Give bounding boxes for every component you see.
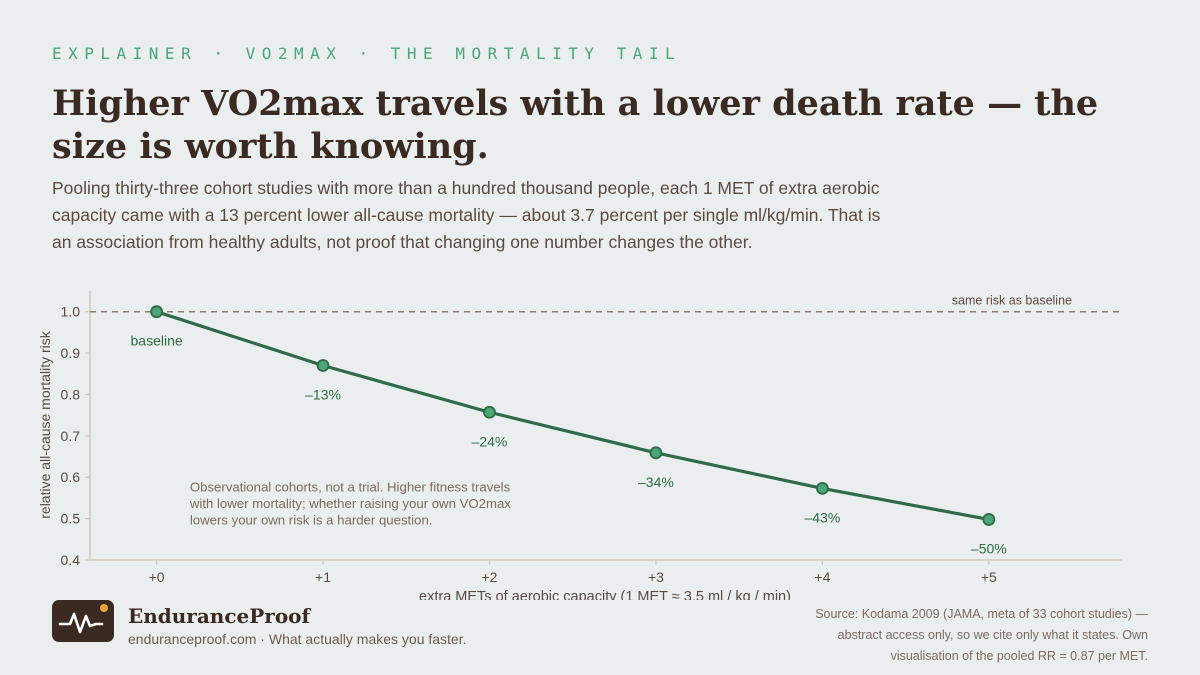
y-tick-label: 0.8 bbox=[61, 386, 81, 402]
headline: Higher VO2max travels with a lower death… bbox=[52, 83, 1099, 167]
data-point-label: –34% bbox=[638, 474, 674, 490]
brand-name: EnduranceProof bbox=[128, 604, 311, 628]
x-tick-label: +0 bbox=[149, 569, 165, 585]
data-point bbox=[815, 482, 829, 495]
data-point bbox=[150, 305, 163, 319]
y-tick-label: 0.5 bbox=[61, 511, 81, 527]
chart-annotation-line: Observational cohorts, not a trial. High… bbox=[190, 480, 511, 495]
x-tick-label: +5 bbox=[981, 569, 997, 585]
x-tick-label: +2 bbox=[481, 569, 497, 585]
data-point-label: baseline bbox=[131, 333, 183, 349]
y-tick-label: 0.4 bbox=[61, 552, 81, 568]
lede-paragraph: Pooling thirty-three cohort studies with… bbox=[52, 178, 881, 252]
mortality-chart: 0.4 0.5 0.6 0.7 0.8 0.9 1.0 +0 +1 +2 +3 +4 +5 extra M… bbox=[37, 291, 1122, 600]
data-point bbox=[649, 446, 663, 460]
data-point bbox=[982, 513, 996, 526]
x-tick-label: +4 bbox=[814, 569, 830, 585]
y-tick-label: 0.9 bbox=[61, 345, 81, 361]
reference-line-label: same risk as baseline bbox=[952, 294, 1072, 308]
y-tick-label: 1.0 bbox=[61, 304, 81, 320]
brand-logo bbox=[52, 600, 114, 642]
x-tick-label: +1 bbox=[315, 569, 331, 585]
source-note: Source: Kodama 2009 (JAMA, meta of 33 co… bbox=[815, 607, 1148, 663]
data-point-label: –13% bbox=[305, 386, 341, 402]
y-axis-label: relative all-cause mortality risk bbox=[37, 330, 53, 518]
y-tick-label: 0.6 bbox=[61, 469, 81, 485]
heartbeat-logo-icon bbox=[58, 604, 108, 634]
x-axis-label: extra METs of aerobic capacity (1 MET ≈ … bbox=[419, 589, 791, 600]
data-point-label: –43% bbox=[804, 509, 840, 525]
data-point-label: –24% bbox=[472, 433, 508, 449]
data-point-label: –50% bbox=[971, 540, 1007, 556]
y-tick-label: 0.7 bbox=[61, 428, 81, 444]
risk-curve-line bbox=[154, 310, 991, 522]
data-point bbox=[316, 359, 330, 372]
chart-annotation-line: with lower mortality; whether raising yo… bbox=[189, 496, 511, 511]
chart-annotation-line: lowers your own risk is a harder questio… bbox=[190, 513, 433, 528]
x-tick-label: +3 bbox=[648, 569, 664, 585]
kicker: EXPLAINER · VO2MAX · THE MORTALITY TAIL bbox=[52, 44, 682, 63]
brand-tagline: enduranceproof.com · What actually makes… bbox=[128, 631, 467, 647]
data-point bbox=[483, 405, 496, 419]
